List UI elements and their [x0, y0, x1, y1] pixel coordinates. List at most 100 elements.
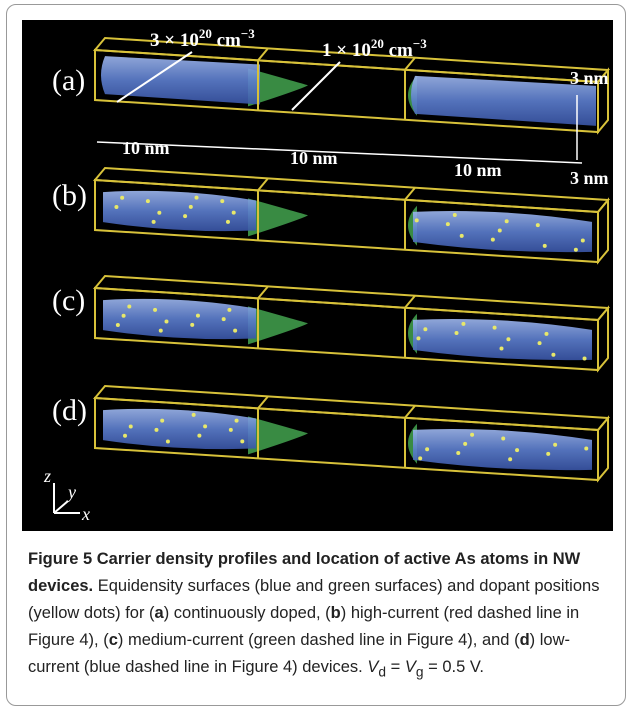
dopant [158, 328, 163, 333]
caption-text: V [367, 658, 379, 676]
dopant [188, 204, 193, 209]
dopant [160, 418, 165, 423]
dopant [537, 341, 542, 346]
dopant [470, 432, 475, 437]
dopant [153, 307, 158, 312]
dopant [194, 195, 199, 200]
equidensity-surface [413, 210, 592, 253]
dopant [423, 327, 428, 332]
wire-segment [257, 177, 269, 241]
dopant [221, 317, 226, 322]
caption-text: ) high-current (red dashed line in Figur… [28, 604, 580, 649]
dopant [164, 319, 169, 324]
caption-text: c [108, 631, 118, 649]
equidensity-surface [103, 298, 256, 340]
panel-label: (d) [52, 394, 87, 427]
dopant [454, 330, 459, 335]
caption-text: a [154, 604, 164, 622]
caption: Figure 5 Carrier density profiles and lo… [28, 546, 613, 685]
dopant [220, 199, 225, 204]
dopant [227, 307, 232, 312]
pointer [291, 61, 341, 111]
dopant [456, 451, 461, 456]
wire-segment [257, 395, 269, 459]
dopant [546, 451, 551, 456]
dopant [195, 313, 200, 318]
dopant [544, 331, 549, 336]
dimension-label: 10 nm [290, 148, 338, 168]
panel-label: (b) [52, 179, 87, 212]
panel-label: (a) [52, 64, 85, 97]
caption-title: Figure 5 Carrier density profiles and lo… [28, 550, 581, 595]
wire-segment [404, 57, 416, 120]
dopant [535, 223, 540, 228]
dimension-label: 3 nm [570, 68, 609, 88]
axis-triad [53, 483, 80, 514]
dopant [492, 325, 497, 330]
dopant [123, 433, 128, 438]
dimension-label: 3 nm [570, 168, 609, 188]
dopant [445, 222, 450, 227]
dopant [553, 442, 558, 447]
wire-segment [404, 187, 416, 250]
dopant [120, 195, 125, 200]
dopant [497, 228, 502, 233]
dopant [225, 219, 230, 224]
caption-text: Equidensity surfaces (blue and green sur… [28, 577, 600, 622]
density-label: 1 × 1020 cm−3 [322, 36, 427, 61]
dopant [542, 243, 547, 248]
axis-label: y [66, 482, 76, 502]
dopant [461, 321, 466, 326]
dopant [165, 439, 170, 444]
density-label: 3 × 1020 cm−3 [150, 26, 255, 51]
wire-end [597, 197, 609, 265]
axis-label: z [43, 466, 51, 486]
caption-text: = 0.5 V. [423, 658, 484, 676]
dopant [582, 356, 587, 361]
green-surface [248, 198, 308, 237]
dopant [151, 219, 156, 224]
dopant [183, 214, 188, 219]
dopant [234, 418, 239, 423]
wire-segment [404, 405, 416, 468]
dopant [425, 447, 430, 452]
dopant [515, 448, 520, 453]
dopant [115, 322, 120, 327]
dimension-line [96, 141, 583, 164]
dopant [197, 433, 202, 438]
wire-end [597, 415, 609, 483]
dopant [145, 199, 150, 204]
equidensity-surface [103, 190, 256, 232]
equidensity-surface [103, 408, 256, 450]
dopant [551, 352, 556, 357]
dopant [128, 424, 133, 429]
dopant [452, 212, 457, 217]
caption-text: V [404, 658, 416, 676]
dopant [191, 412, 196, 417]
wire-segment [404, 295, 416, 358]
dopant [190, 322, 195, 327]
dopant [414, 218, 419, 223]
green-surface [248, 416, 308, 455]
dimension-label: 10 nm [122, 138, 170, 158]
dopant [203, 424, 208, 429]
caption-text: d [378, 664, 387, 680]
dopant [463, 441, 468, 446]
figure-frame [6, 4, 626, 706]
dopant [490, 237, 495, 242]
dopant [154, 427, 159, 432]
caption-text: ) low-current (blue dashed line in Figur… [28, 631, 571, 676]
figure-image: (a) (b) (c) (d) 3 × 1020 cm−3 1 × 1020 c… [22, 20, 613, 531]
dopant [508, 457, 513, 462]
caption-text: g [415, 664, 424, 680]
dopant [231, 210, 236, 215]
equidensity-surface [413, 318, 592, 361]
green-surface [248, 306, 308, 345]
dopant [504, 219, 509, 224]
dopant [240, 439, 245, 444]
dopant [418, 456, 423, 461]
equidensity-surface [413, 428, 592, 471]
wire-segment [257, 285, 269, 349]
pointer [116, 51, 193, 103]
